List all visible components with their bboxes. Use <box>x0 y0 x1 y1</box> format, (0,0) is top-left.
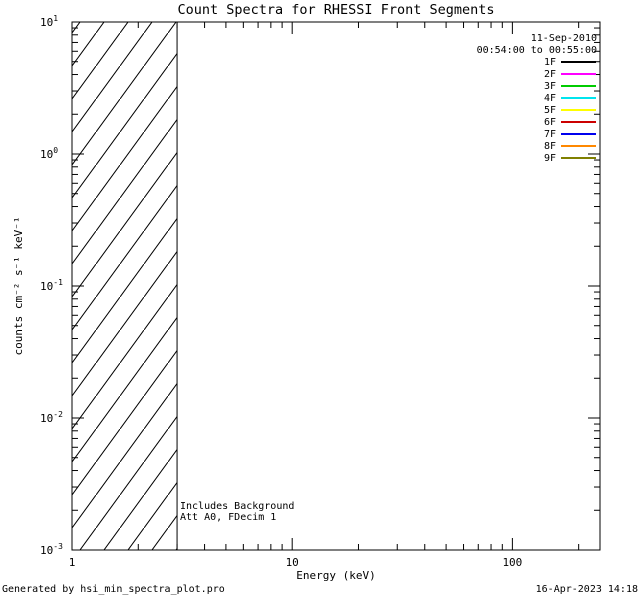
y-tick-label: 101 <box>40 14 58 29</box>
x-tick-label: 1 <box>69 556 76 569</box>
x-tick-label: 100 <box>502 556 522 569</box>
y-tick-label: 100 <box>40 146 58 161</box>
observation-time-range: 00:54:00 to 00:55:00 <box>477 45 597 56</box>
legend-label: 5F <box>544 105 556 116</box>
chart-title: Count Spectra for RHESSI Front Segments <box>178 2 495 18</box>
x-axis-label: Energy (keV) <box>296 569 375 582</box>
y-axis-label: counts cm⁻² s⁻¹ keV⁻¹ <box>12 216 25 355</box>
legend-label: 8F <box>544 141 556 152</box>
legend-label: 2F <box>544 69 556 80</box>
legend-label: 1F <box>544 57 556 68</box>
tick-labels: 1 10 100 101 100 10-1 10-2 10-3 <box>40 14 522 569</box>
excluded-energy-band <box>71 21 178 551</box>
y-tick-label: 10-1 <box>40 278 63 293</box>
legend-label: 7F <box>544 129 556 140</box>
x-tick-label: 10 <box>286 556 299 569</box>
y-tick-label: 10-2 <box>40 410 63 425</box>
legend-label: 3F <box>544 81 556 92</box>
generated-by-note: Generated by hsi_min_spectra_plot.pro <box>2 584 225 595</box>
legend-label: 9F <box>544 153 556 164</box>
attenuator-note: Att A0, FDecim 1 <box>180 512 276 523</box>
y-tick-label: 10-3 <box>40 542 63 557</box>
legend-label: 4F <box>544 93 556 104</box>
plot-timestamp: 16-Apr-2023 14:18 <box>536 584 638 595</box>
observation-date: 11-Sep-2010 <box>531 33 597 44</box>
chart-layer: 1 10 100 101 100 10-1 10-2 10-3 1F2F3F4F5F6F7F8F… <box>40 14 601 569</box>
background-note: Includes Background <box>180 501 294 512</box>
legend-label: 6F <box>544 117 556 128</box>
